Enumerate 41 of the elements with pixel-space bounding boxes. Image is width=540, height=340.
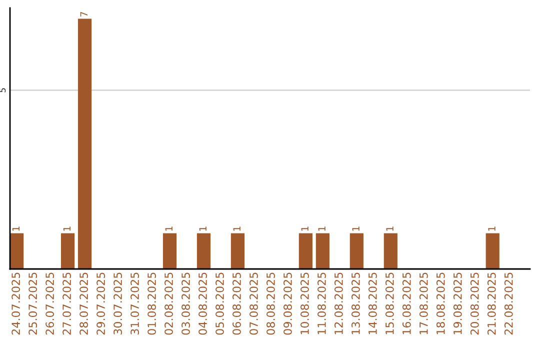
x-tick-label: 08.08.2025 <box>266 272 275 335</box>
data-label: 1 <box>63 226 70 231</box>
x-tick-label: 29.07.2025 <box>96 272 105 335</box>
x-tick-label: 30.07.2025 <box>114 272 122 335</box>
x-tick-label: 12.08.2025 <box>334 272 343 334</box>
x-tick-label: 19.08.2025 <box>453 272 462 334</box>
x-tick-label: 03.08.2025 <box>182 272 190 335</box>
x-tick-label: 05.08.2025 <box>216 272 224 335</box>
x-tick-label: 02.08.2025 <box>164 272 173 335</box>
x-tick-label: 31.07.2025 <box>130 272 139 335</box>
x-tick-label: 25.07.2025 <box>28 272 38 335</box>
data-label: 7 <box>80 12 88 17</box>
data-label: 1 <box>301 226 308 231</box>
x-tick-label: 24.07.2025 <box>12 272 20 335</box>
x-tick-label: 18.08.2025 <box>436 272 445 334</box>
data-label: 1 <box>352 226 360 231</box>
x-tick-label: 15.08.2025 <box>385 272 394 334</box>
x-tick-label: 11.08.2025 <box>318 272 326 334</box>
data-label: 1 <box>233 226 240 231</box>
data-label: 1 <box>165 226 172 231</box>
x-tick-label: 14.08.2025 <box>368 272 377 334</box>
x-tick-label: 22.08.2025 <box>504 272 513 335</box>
data-label: 1 <box>12 226 20 231</box>
x-tick-label: 16.08.2025 <box>402 272 411 334</box>
x-tick-label: 01.08.2025 <box>148 272 156 335</box>
x-tick-label: 04.08.2025 <box>198 272 207 335</box>
x-tick-label: 20.08.2025 <box>470 272 479 335</box>
data-label: 1 <box>386 226 394 231</box>
x-tick-label: 26.07.2025 <box>46 272 54 335</box>
data-label: 1 <box>318 226 326 231</box>
data-label: 1 <box>488 226 496 231</box>
data-label: 1 <box>199 226 206 231</box>
x-tick-label: 17.08.2025 <box>419 272 428 334</box>
x-tick-label: 06.08.2025 <box>232 272 241 335</box>
x-tick-label: 21.08.2025 <box>487 272 496 335</box>
x-tick-label: 13.08.2025 <box>351 272 360 334</box>
x-tick-label: 07.08.2025 <box>250 272 258 335</box>
x-tick-label: 10.08.2025 <box>300 272 309 334</box>
x-tick-label: 27.07.2025 <box>62 272 71 335</box>
x-tick-label: 28.07.2025 <box>80 272 88 335</box>
x-tick-label: 09.08.2025 <box>284 272 292 335</box>
